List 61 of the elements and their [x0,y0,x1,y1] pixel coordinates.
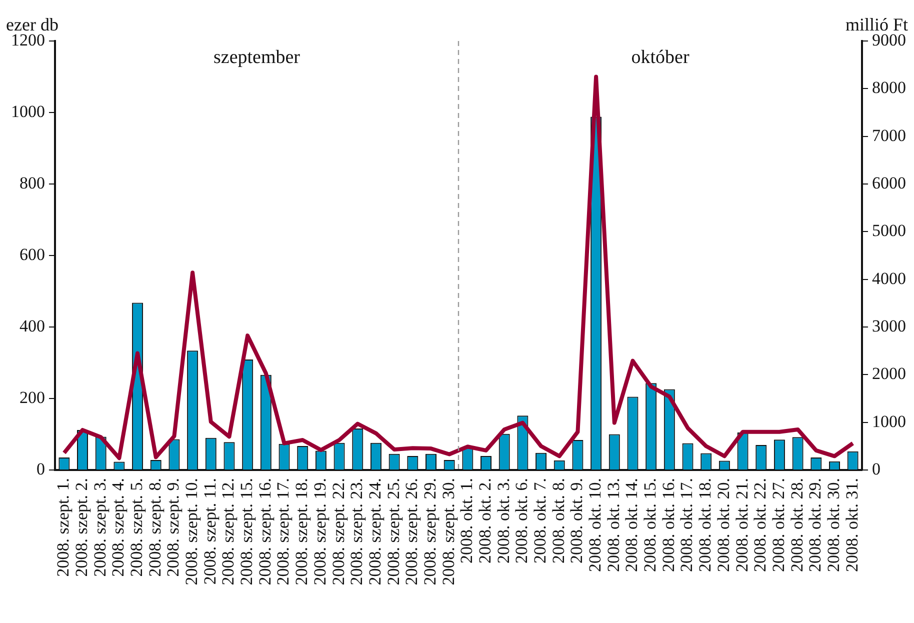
x-tick-label: 2008. okt. 15. [640,478,660,572]
x-tick-label: 2008. szept. 24. [365,478,384,586]
x-tick-label: 2008. okt. 7. [530,478,550,564]
x-tick-label: 2008. szept. 5. [127,478,146,577]
x-tick-label: 2008. szept. 9. [164,478,183,577]
x-tick-label: 2008. szept. 16. [255,478,274,586]
x-tick-label: 2008. szept. 12. [218,478,238,586]
y-tick-label: 800 [20,173,45,192]
x-tick-label: 2008. szept. 15. [237,478,256,586]
x-tick-label: 2008. okt. 28. [787,478,806,572]
x-tick-label: 2008. szept. 2. [72,478,91,577]
x-tick-label: 2008. okt. 30. [824,478,843,572]
x-tick-label: 2008. okt. 6. [512,478,532,564]
x-tick-label: 2008. okt. 1. [457,478,476,564]
x-tick-label: 2008. okt. 13. [604,478,623,572]
x-tick-label: 2008. szept. 19. [310,478,330,586]
y2-tick-label: 3000 [872,316,906,336]
x-tick-label: 2008. szept. 10. [182,478,202,586]
x-tick-label: 2008. okt. 27. [768,478,788,572]
x-tick-label: 2008. okt. 10. [586,478,605,572]
x-tick-label: 2008. szept. 17. [274,478,293,586]
x-tick-label: 2008. okt. 8. [548,478,568,564]
x-tick-label: 2008. szept. 23. [347,478,366,586]
y2-tick-label: 7000 [872,126,906,145]
x-tick-label: 2008. szept. 1. [54,478,73,577]
x-tick-label: 2008. szept. 4. [108,478,128,577]
x-tick-label: 2008. okt. 3. [494,478,513,564]
y2-tick-label: 0 [872,459,880,478]
x-tick-label: 2008. okt. 2. [475,478,494,564]
x-tick-label: 2008. szept. 25. [384,478,403,586]
x-tick-label: 2008. okt. 22. [750,478,770,572]
y-tick-label: 0 [36,459,45,478]
x-tick-label: 2008. okt. 20. [714,478,733,572]
x-tick-label: 2008. szept. 29. [420,478,440,586]
y2-tick-label: 6000 [872,173,906,192]
x-tick-label: 2008. szept. 26. [402,478,422,586]
y2-tick-label: 8000 [872,78,906,98]
x-tick-label: 2008. okt. 31. [842,478,862,572]
y-tick-label: 200 [20,388,45,407]
x-tick-label: 2008. szept. 22. [328,478,348,586]
x-tick-label: 2008. okt. 9. [567,478,586,564]
x-tick-label: 2008. szept. 8. [145,478,164,577]
x-tick-label: 2008. szept. 11. [200,478,220,585]
x-tick-label: 2008. okt. 18. [696,478,715,572]
x-tick-label: 2008. szept. 30. [438,478,458,586]
x-tick-label: 2008. okt. 16. [658,478,678,572]
y2-tick-label: 4000 [872,268,906,288]
x-tick-label: 2008. szept. 3. [90,478,110,577]
x-tick-label: 2008. okt. 29. [806,478,825,572]
y-tick-label: 400 [20,316,45,336]
y2-tick-label: 1000 [872,412,906,431]
x-tick-label: 2008. szept. 18. [292,478,312,586]
annotation: október [631,46,690,68]
x-tick-label: 2008. okt. 17. [677,478,696,572]
x-tick-label: 2008. okt. 21. [732,478,752,572]
y2-tick-label: 2000 [872,364,906,384]
y2-tick-label: 5000 [872,221,906,240]
x-tick-label: 2008. okt. 14. [622,478,642,572]
y-tick-label: 1000 [11,102,45,121]
y-tick-label: 600 [20,244,45,264]
annotation: szeptember [213,46,301,68]
